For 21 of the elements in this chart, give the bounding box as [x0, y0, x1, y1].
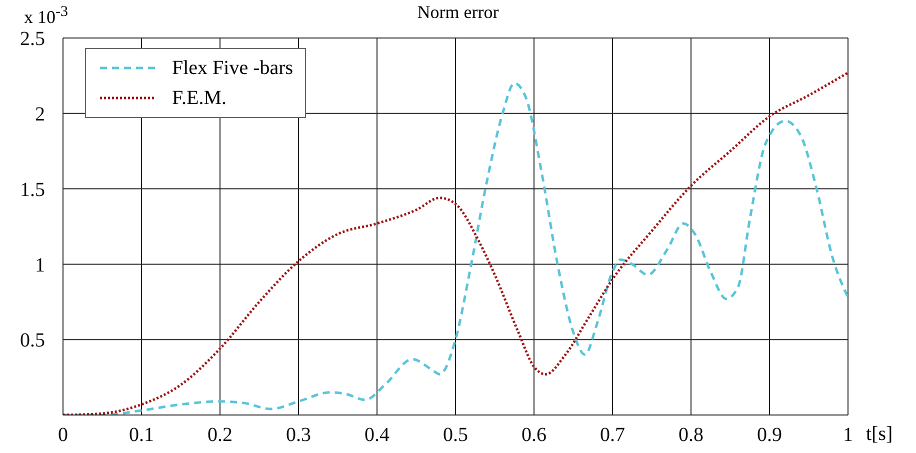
x-tick-label: 1: [843, 424, 853, 446]
x-tick-label: 0.4: [364, 424, 390, 446]
x-tick-label: 0.5: [443, 424, 468, 446]
x-axis-title: t[s]: [866, 423, 893, 446]
x-tick-label: 0.2: [208, 424, 232, 446]
y-tick-label: 1.5: [20, 178, 45, 201]
x-tick-label: 0.6: [522, 424, 546, 446]
y-tick-label: 2.5: [20, 28, 45, 50]
x-tick-label: 0.9: [757, 424, 782, 446]
y-tick-label: 1: [35, 254, 45, 276]
legend-label: F.E.M.: [172, 86, 227, 110]
x-tick-label: 0: [58, 424, 68, 446]
x-tick-label: 0.7: [600, 424, 625, 446]
x-tick-label: 0.8: [678, 424, 704, 446]
y-axis-title: x 10$^{-3}$: [24, 4, 68, 28]
legend-label: Flex Five -bars: [172, 56, 294, 80]
x-tick-label: 0.3: [286, 424, 311, 446]
y-tick-label: 2: [35, 104, 45, 126]
chart-title: Norm error: [417, 2, 499, 22]
x-tick-label: 0.1: [129, 424, 154, 446]
y-tick-label: 0.5: [20, 330, 45, 352]
